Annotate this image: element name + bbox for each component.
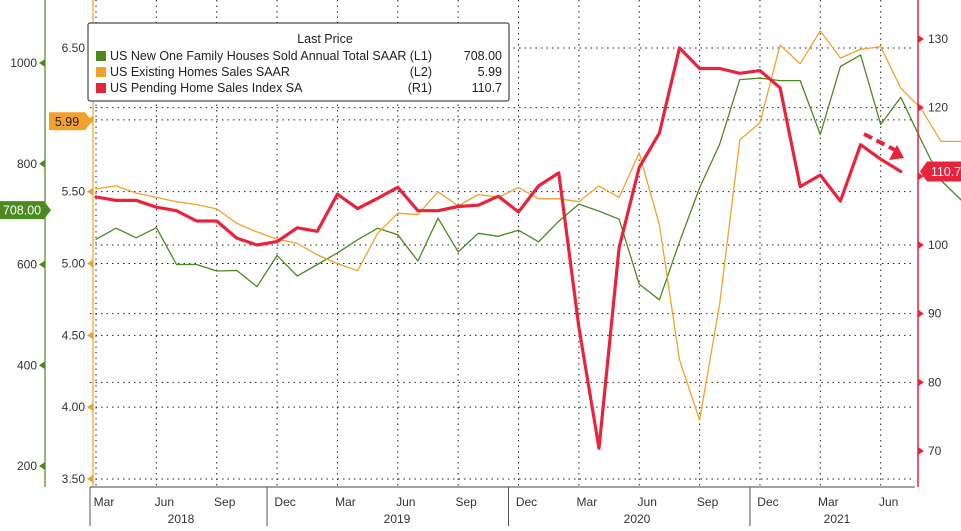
axis-tick-L1 (39, 260, 45, 269)
legend-label: US Pending Home Sales Index SA (110, 81, 303, 95)
legend: Last Price US New One Family Houses Sold … (87, 22, 510, 102)
series-layer (94, 30, 961, 450)
x-tick-label: Dec (274, 495, 295, 509)
axis-tick-label-L1: 600 (17, 258, 37, 272)
legend-label: US Existing Homes Sales SAAR (110, 65, 290, 79)
axis-tick-label-L2: 4.50 (62, 328, 86, 342)
axis-tick-R1 (918, 309, 924, 318)
last-value-label-L1: 708.00 (3, 204, 41, 218)
grid (90, 0, 915, 487)
x-tick-label: Mar (335, 495, 356, 509)
x-tick-label: Jun (879, 495, 898, 509)
legend-title: Last Price (297, 32, 353, 46)
axis-tick-L1 (39, 462, 45, 470)
series-line-L1 (95, 54, 961, 301)
x-year-label: 2021 (824, 512, 851, 526)
x-tick-label: Jun (155, 495, 174, 509)
series-line-R1 (94, 46, 903, 450)
axis-tick-L2 (87, 187, 93, 196)
axis-tick-label-R1: 80 (928, 375, 942, 389)
axis-tick-label-R1: 90 (928, 307, 942, 321)
legend-axis-tag: (L2) (410, 65, 432, 79)
series-line-L2 (95, 30, 961, 421)
axis-tick-label-L2: 3.50 (62, 472, 86, 486)
last-value-label-R1-flag (920, 161, 961, 182)
legend-axis-tag: (R1) (408, 81, 432, 95)
last-value-label-R1: 110.7 (931, 165, 961, 179)
axis-tick-label-R1: 120 (928, 101, 948, 115)
last-value-label-L1-flag (0, 201, 51, 220)
last-value-label-L2: 5.99 (55, 115, 79, 129)
x-tick-label: Jun (396, 495, 415, 509)
axis-tick-label-L1: 1000 (10, 56, 37, 70)
last-value-label-L2-flag (49, 112, 92, 131)
x-tick-label: Sep (214, 495, 236, 509)
legend-axis-tag: (L1) (410, 49, 432, 63)
x-tick-label: Sep (697, 495, 719, 509)
axis-tick-R1 (918, 241, 924, 249)
legend-value: 110.7 (472, 81, 502, 95)
axis-tick-L1 (39, 159, 45, 168)
annotation-arrow-shaft (863, 132, 896, 152)
axis-tick-R1 (918, 103, 924, 112)
x-tick-label: Dec (757, 495, 778, 509)
axis-tick-label-L2: 4.00 (62, 400, 86, 414)
axis-tick-L2 (87, 403, 93, 412)
axis-tick-L2 (87, 475, 93, 483)
axis-tick-label-R1: 130 (928, 32, 948, 46)
axis-tick-label-L1: 200 (17, 459, 37, 473)
legend-box (87, 22, 510, 102)
x-tick-label: Mar (94, 495, 115, 509)
axis-tick-label-R1: 100 (928, 238, 948, 252)
x-year-label: 2020 (624, 512, 651, 526)
x-tick-label: Mar (818, 495, 839, 509)
axis-tick-label-R1: 70 (928, 444, 942, 458)
axis-tick-L2 (87, 259, 93, 268)
legend-value: 5.99 (478, 65, 502, 79)
axis-tick-label-L1: 800 (17, 157, 37, 171)
axis-tick-L1 (39, 59, 45, 67)
x-tick-label: Mar (577, 495, 598, 509)
axis-tick-label-L1: 400 (17, 358, 37, 372)
legend-label: US New One Family Houses Sold Annual Tot… (110, 49, 406, 63)
x-year-label: 2019 (384, 512, 411, 526)
x-year-label: 2018 (168, 512, 195, 526)
legend-swatch (96, 83, 106, 93)
axis-tick-R1 (918, 447, 924, 455)
axis-tick-R1 (918, 172, 924, 181)
legend-value: 708.00 (464, 49, 502, 63)
x-tick-label: Dec (516, 495, 537, 509)
axis-tick-label-L2: 6.50 (62, 41, 86, 55)
x-tick-label: Jun (638, 495, 657, 509)
annotation-arrow-head (889, 145, 904, 160)
axis-tick-label-L2: 5.00 (62, 257, 86, 271)
axis-tick-R1 (918, 378, 924, 387)
axis-tick-L1 (39, 361, 45, 370)
axis-tick-R1 (918, 35, 924, 43)
annotation-layer (863, 132, 904, 160)
x-tick-label: Sep (455, 495, 477, 509)
legend-swatch (96, 67, 106, 77)
axis-tick-label-L2: 5.50 (62, 185, 86, 199)
axis-tick-L2 (87, 331, 93, 340)
legend-swatch (96, 51, 106, 61)
